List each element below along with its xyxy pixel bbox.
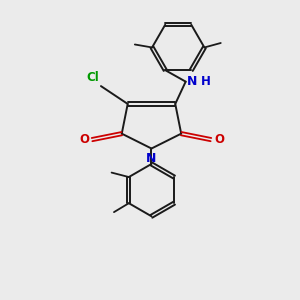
Text: H: H xyxy=(201,74,211,88)
Text: O: O xyxy=(214,133,224,146)
Text: O: O xyxy=(79,133,89,146)
Text: N: N xyxy=(187,74,197,88)
Text: N: N xyxy=(146,152,157,165)
Text: Cl: Cl xyxy=(87,71,100,84)
